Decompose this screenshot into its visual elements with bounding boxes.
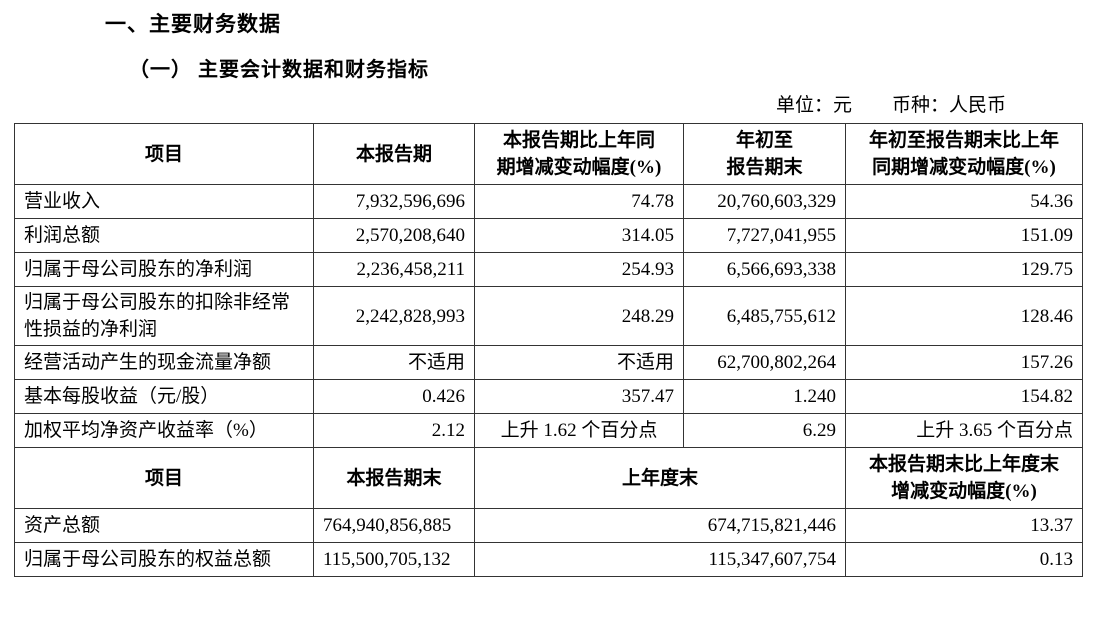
subsection-title: （一） 主要会计数据和财务指标 (129, 59, 429, 81)
table-row: 营业收入 7,932,596,696 74.78 20,760,603,329 … (14, 184, 1083, 219)
value-cell: 151.09 (845, 218, 1083, 253)
header-cell-period-end-change: 本报告期末比上年度末 增减变动幅度(%) (845, 447, 1083, 509)
value-cell: 2,570,208,640 (313, 218, 475, 253)
value-cell: 上升 1.62 个百分点 (474, 413, 684, 448)
row-label-cell: 归属于母公司股东的扣除非经常性损益的净利润 (14, 286, 314, 346)
unit-note: 单位：元 (775, 95, 852, 116)
value-cell: 0.13 (845, 542, 1083, 577)
value-cell: 54.36 (845, 184, 1083, 219)
table-row: 基本每股收益（元/股） 0.426 357.47 1.240 154.82 (14, 379, 1083, 414)
value-cell: 7,932,596,696 (313, 184, 475, 219)
value-cell: 254.93 (474, 252, 684, 287)
table-row: 经营活动产生的现金流量净额 不适用 不适用 62,700,802,264 157… (14, 345, 1083, 380)
row-label-cell: 归属于母公司股东的权益总额 (14, 542, 314, 577)
value-cell: 2,236,458,211 (313, 252, 475, 287)
row-label-cell: 基本每股收益（元/股） (14, 379, 314, 414)
value-cell: 74.78 (474, 184, 684, 219)
value-cell: 2,242,828,993 (313, 286, 475, 346)
row-label-cell: 营业收入 (14, 184, 314, 219)
header-cell-ytd: 年初至 报告期末 (683, 123, 846, 185)
header-cell-item: 项目 (14, 123, 314, 185)
row-label-cell: 资产总额 (14, 508, 314, 543)
row-label-cell: 归属于母公司股东的净利润 (14, 252, 314, 287)
units-line: 单位：元 币种：人民币 (0, 90, 1006, 117)
value-cell: 157.26 (845, 345, 1083, 380)
table-row: 归属于母公司股东的扣除非经常性损益的净利润 2,242,828,993 248.… (14, 286, 1083, 346)
header-cell-current-period: 本报告期 (313, 123, 475, 185)
value-cell: 6,485,755,612 (683, 286, 846, 346)
value-cell: 129.75 (845, 252, 1083, 287)
value-cell: 764,940,856,885 (313, 508, 475, 543)
table-row: 加权平均净资产收益率（%） 2.12 上升 1.62 个百分点 6.29 上升 … (14, 413, 1083, 448)
value-cell: 上升 3.65 个百分点 (845, 413, 1083, 448)
table1-header-row: 项目 本报告期 本报告期比上年同 期增减变动幅度(%) 年初至 报告期末 年初至… (14, 123, 1083, 185)
value-cell: 128.46 (845, 286, 1083, 346)
table-row: 归属于母公司股东的权益总额 115,500,705,132 115,347,60… (14, 542, 1083, 577)
currency-note: 币种：人民币 (891, 95, 1006, 116)
value-cell: 13.37 (845, 508, 1083, 543)
row-label-cell: 加权平均净资产收益率（%） (14, 413, 314, 448)
header-cell-item: 项目 (14, 447, 314, 509)
value-cell: 1.240 (683, 379, 846, 414)
value-cell: 不适用 (474, 345, 684, 380)
table-row: 归属于母公司股东的净利润 2,236,458,211 254.93 6,566,… (14, 252, 1083, 287)
row-label-cell: 利润总额 (14, 218, 314, 253)
value-cell: 357.47 (474, 379, 684, 414)
value-cell: 7,727,041,955 (683, 218, 846, 253)
value-cell: 0.426 (313, 379, 475, 414)
value-cell: 6,566,693,338 (683, 252, 846, 287)
table-row: 资产总额 764,940,856,885 674,715,821,446 13.… (14, 508, 1083, 543)
value-cell: 314.05 (474, 218, 684, 253)
value-cell: 6.29 (683, 413, 846, 448)
row-label-cell: 经营活动产生的现金流量净额 (14, 345, 314, 380)
header-cell-ytd-change: 年初至报告期末比上年 同期增减变动幅度(%) (845, 123, 1083, 185)
header-cell-period-end: 本报告期末 (313, 447, 475, 509)
table2-header-row: 项目 本报告期末 上年度末 本报告期末比上年度末 增减变动幅度(%) (14, 447, 1083, 509)
section-title: 一、主要财务数据 (105, 12, 281, 36)
value-cell: 115,500,705,132 (313, 542, 475, 577)
table-row: 利润总额 2,570,208,640 314.05 7,727,041,955 … (14, 218, 1083, 253)
value-cell: 62,700,802,264 (683, 345, 846, 380)
value-cell: 2.12 (313, 413, 475, 448)
header-cell-prior-year-end: 上年度末 (474, 447, 846, 509)
value-cell: 115,347,607,754 (474, 542, 846, 577)
value-cell: 不适用 (313, 345, 475, 380)
financial-table: 项目 本报告期 本报告期比上年同 期增减变动幅度(%) 年初至 报告期末 年初至… (14, 123, 1083, 577)
value-cell: 20,760,603,329 (683, 184, 846, 219)
value-cell: 674,715,821,446 (474, 508, 846, 543)
header-cell-period-change: 本报告期比上年同 期增减变动幅度(%) (474, 123, 684, 185)
value-cell: 154.82 (845, 379, 1083, 414)
value-cell: 248.29 (474, 286, 684, 346)
